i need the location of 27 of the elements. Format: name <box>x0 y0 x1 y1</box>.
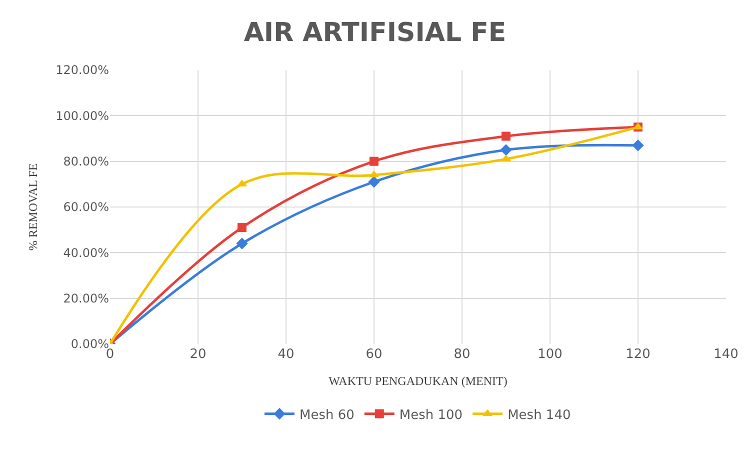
x-tick-label: 120 <box>626 347 650 362</box>
x-tick-label: 20 <box>190 347 206 362</box>
legend-label: Mesh 60 <box>300 408 354 423</box>
y-axis-title: % REMOVAL FE <box>26 163 40 251</box>
chart-title: AIR ARTIFISIAL FE <box>244 18 506 48</box>
point <box>632 140 644 152</box>
x-tick-label: 40 <box>278 347 294 362</box>
point <box>500 144 512 156</box>
x-tick-label: 100 <box>538 347 562 362</box>
legend-label: Mesh 140 <box>508 408 571 423</box>
x-tick-label: 80 <box>454 347 470 362</box>
point <box>236 238 248 250</box>
x-tick-label: 0 <box>106 347 114 362</box>
point <box>370 156 378 166</box>
y-tick-label: 40.00% <box>63 246 109 260</box>
y-tick-label: 80.00% <box>63 154 109 169</box>
x-tick-label: 140 <box>714 347 738 362</box>
point <box>368 176 380 188</box>
y-tick-label: 60.00% <box>63 200 109 214</box>
point <box>238 223 246 232</box>
legend-label: Mesh 100 <box>399 408 463 423</box>
x-tick-label: 60 <box>366 347 382 362</box>
y-tick-label: 20.00% <box>63 292 109 306</box>
x-axis-title: WAKTU PENGADUKAN (MENIT) <box>328 374 508 388</box>
y-tick-label: 120.00% <box>56 63 109 78</box>
y-tick-label: 100.00% <box>56 108 109 123</box>
point <box>502 132 510 141</box>
